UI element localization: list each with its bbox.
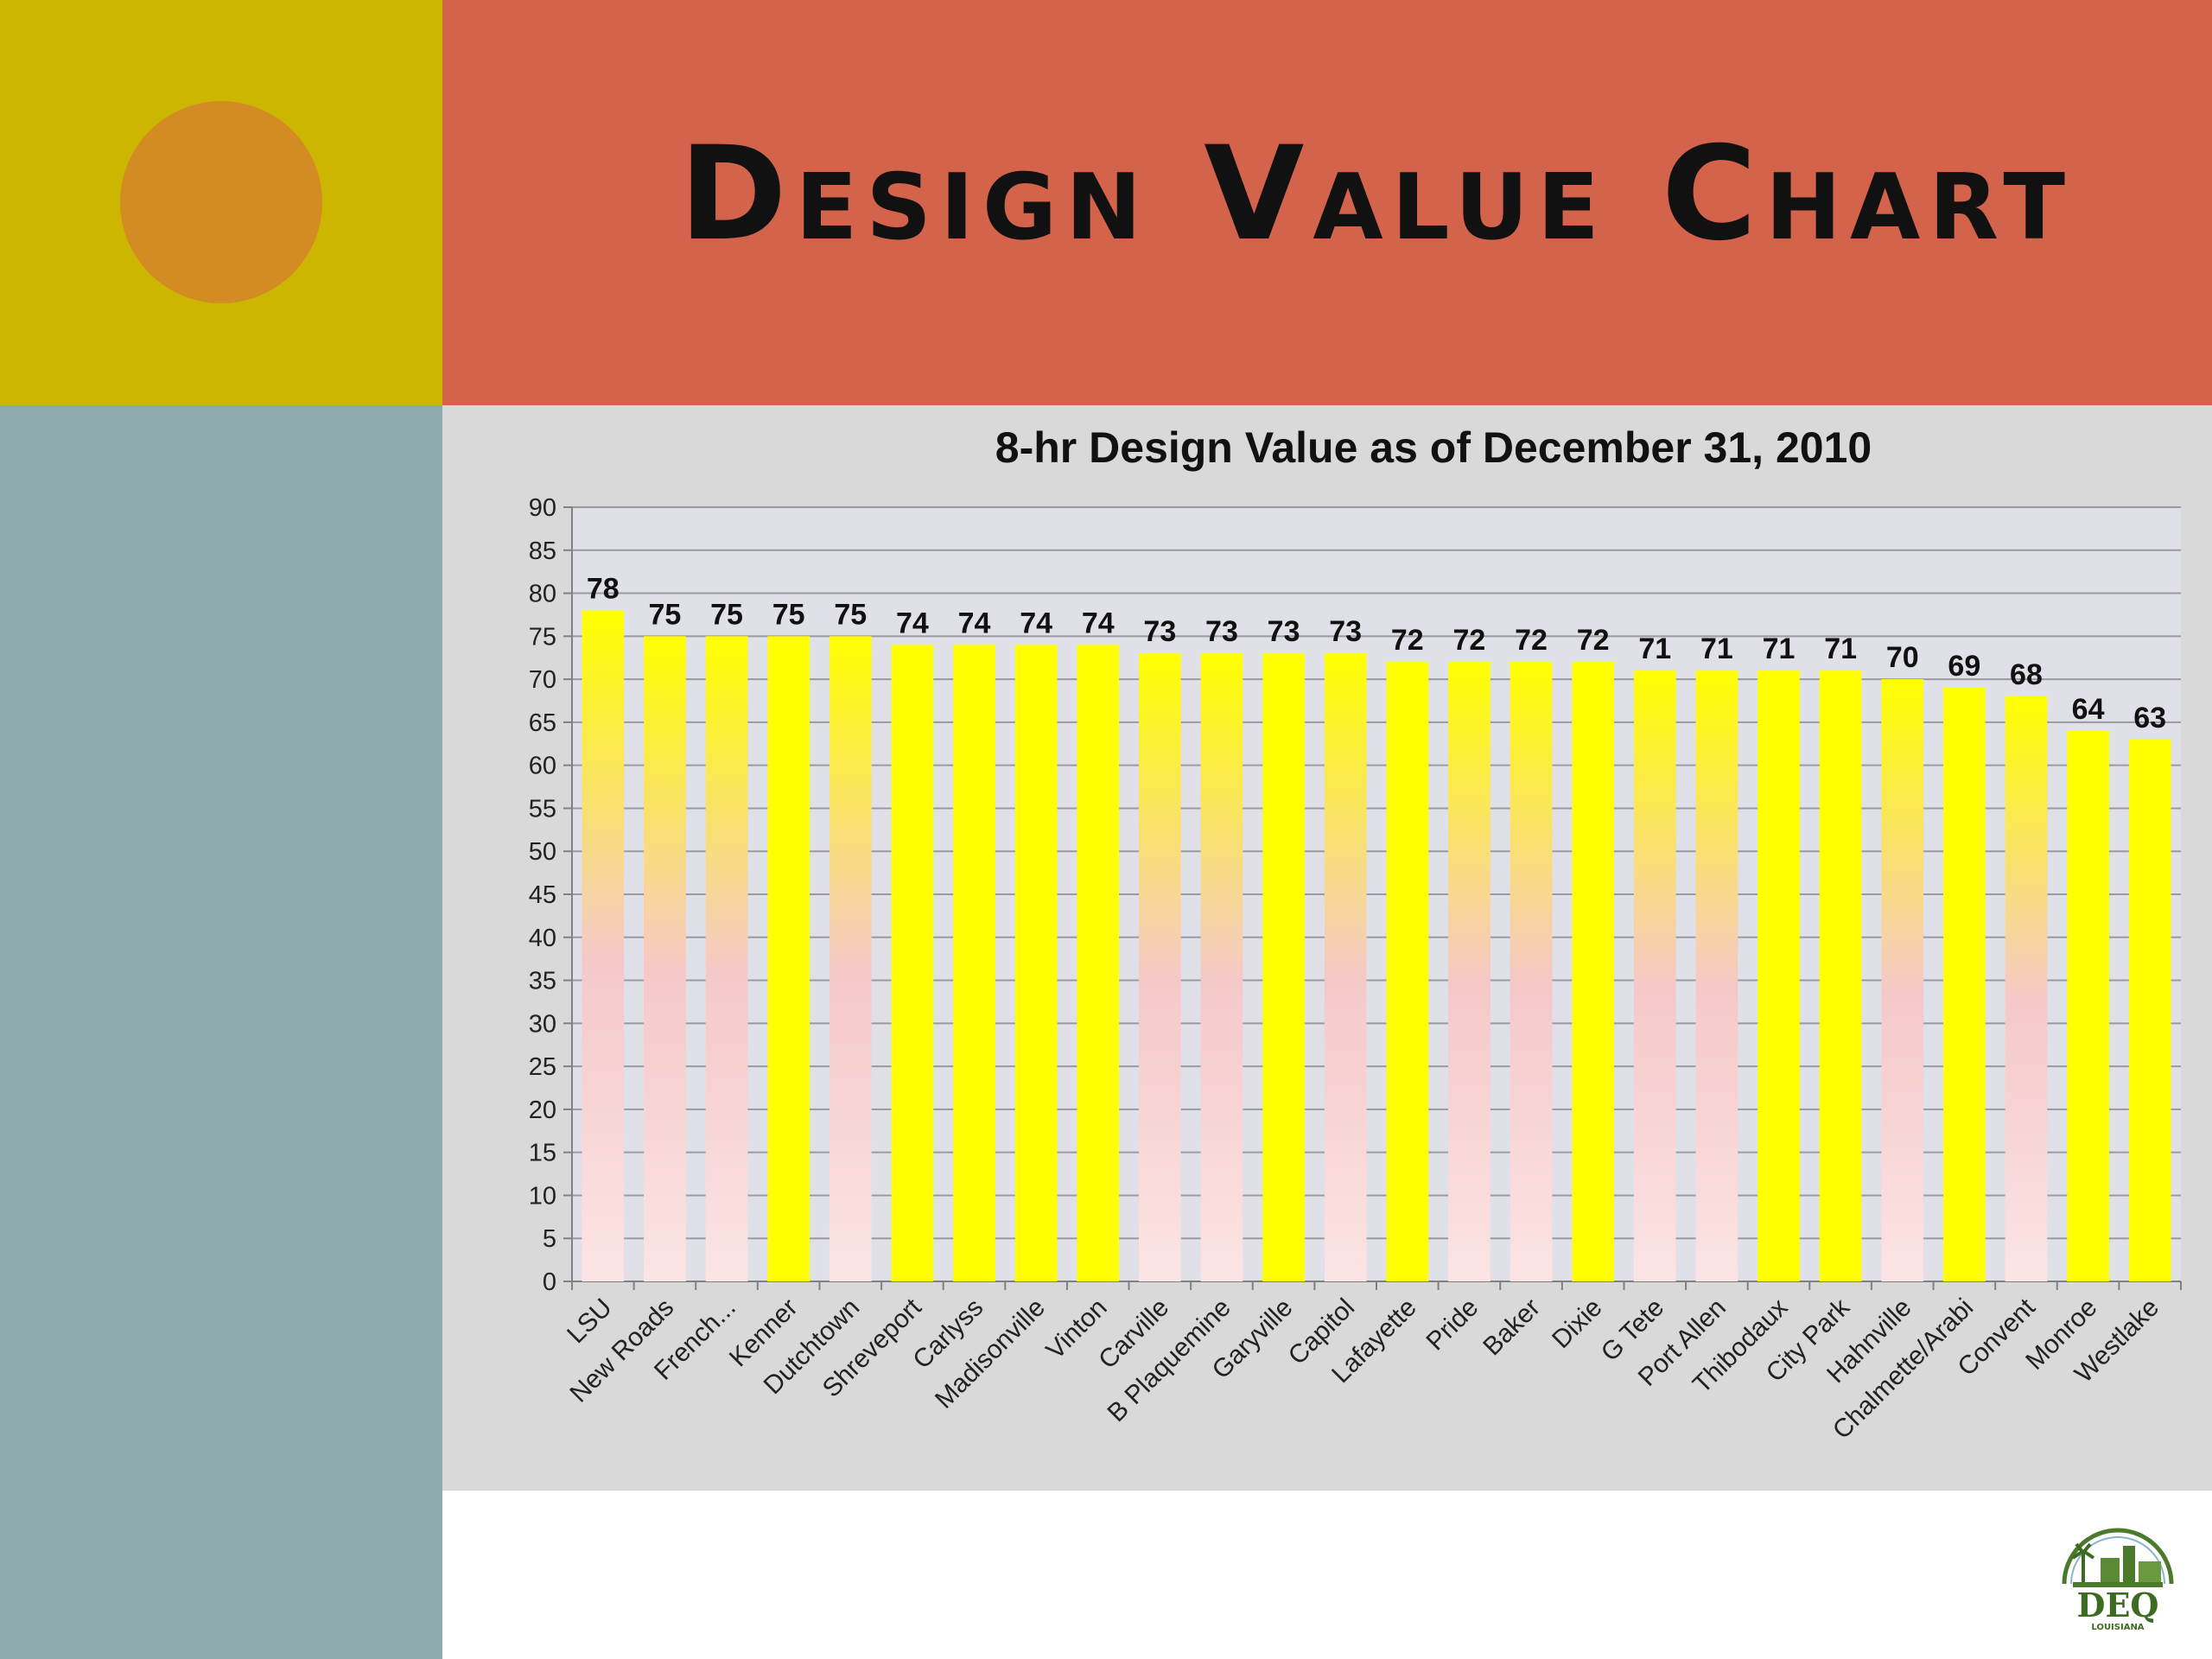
plot-area: 0 5 10 15 20 25 30 35 40 45 50 55 60 65 70 75 80 85 90 78 75… [529,494,2182,1445]
y-tick-label: 85 [529,537,556,565]
bar [1138,653,1181,1281]
x-tick-label: Baker [1478,1294,1546,1362]
slide-title: Design Value Chart [679,119,2074,270]
bar [953,645,995,1281]
data-label: 71 [1824,632,1857,665]
data-label: 71 [1638,632,1671,665]
bar [705,636,748,1281]
data-label: 68 [2010,658,2043,691]
logo-subtext: LOUISIANA [2091,1623,2144,1632]
title-band [442,0,2212,405]
y-tick-label: 50 [529,838,556,866]
data-label: 75 [710,598,743,631]
bar [1386,662,1429,1281]
bar [1633,671,1676,1281]
y-tick-label: 45 [529,881,556,909]
data-label: 74 [1020,607,1052,639]
data-label: 71 [1763,632,1796,665]
data-label: 75 [834,598,867,631]
data-label: 72 [1391,624,1424,657]
bar [891,645,934,1281]
data-label: 73 [1268,615,1300,648]
y-tick-label: 40 [529,925,556,952]
data-label: 70 [1886,641,1919,674]
y-tick-label: 60 [529,753,556,780]
y-tick-label: 65 [529,709,556,737]
data-label: 75 [772,598,805,631]
bar [1881,679,1924,1281]
data-label: 71 [1700,632,1733,665]
bar [767,636,810,1281]
bar-chart: 8-hr Design Value as of December 31, 201… [529,423,2182,1445]
y-tick-label: 55 [529,795,556,823]
bar [2067,730,2109,1281]
y-tick-label: 15 [529,1140,556,1167]
bar [582,610,625,1281]
logo-text: DEQ [2076,1586,2158,1624]
data-label: 72 [1515,624,1548,657]
bar [1572,662,1615,1281]
chart-title: 8-hr Design Value as of December 31, 201… [995,423,1872,472]
bar [1695,671,1738,1281]
data-label: 78 [587,572,620,605]
bar [1077,645,1120,1281]
y-tick-label: 25 [529,1053,556,1081]
left-band [0,405,442,1659]
data-label: 72 [1577,624,1610,657]
data-label: 63 [2133,702,2166,734]
y-tick-label: 5 [543,1225,556,1253]
bar [1262,653,1305,1281]
data-label: 74 [958,607,991,639]
bar [2128,739,2171,1281]
bar [644,636,686,1281]
bar [1510,662,1553,1281]
data-label: 64 [2072,693,2105,726]
x-tick-label: LSU [562,1294,618,1350]
data-label: 69 [1948,650,1980,683]
bar [1014,645,1058,1281]
y-tick-label: 75 [529,623,556,651]
bar [829,636,872,1281]
bar [1200,653,1243,1281]
y-tick-label: 20 [529,1096,556,1124]
chart-area: 8-hr Design Value as of December 31, 201… [442,405,2212,1491]
bar [1758,671,1800,1281]
y-tick-label: 80 [529,581,556,608]
data-label: 72 [1453,624,1486,657]
y-tick-label: 70 [529,666,556,694]
y-tick-label: 35 [529,968,556,995]
x-tick-label: Pride [1421,1294,1484,1357]
y-tick-label: 90 [529,494,556,522]
data-label: 74 [896,607,929,639]
y-tick-label: 30 [529,1010,556,1038]
data-label: 74 [1082,607,1115,639]
y-tick-label: 10 [529,1182,556,1210]
deq-louisiana-logo-icon: DEQ LOUISIANA [2062,1528,2174,1632]
bar [1324,653,1367,1281]
data-label: 75 [649,598,682,631]
bar [1942,688,1986,1281]
data-label: 73 [1143,615,1176,648]
bar [1819,671,1862,1281]
decorative-circle [120,101,322,303]
bar [1448,662,1491,1281]
data-label: 73 [1329,615,1362,648]
data-label: 73 [1205,615,1238,648]
bar [2005,696,2048,1281]
y-tick-label: 0 [543,1268,556,1296]
